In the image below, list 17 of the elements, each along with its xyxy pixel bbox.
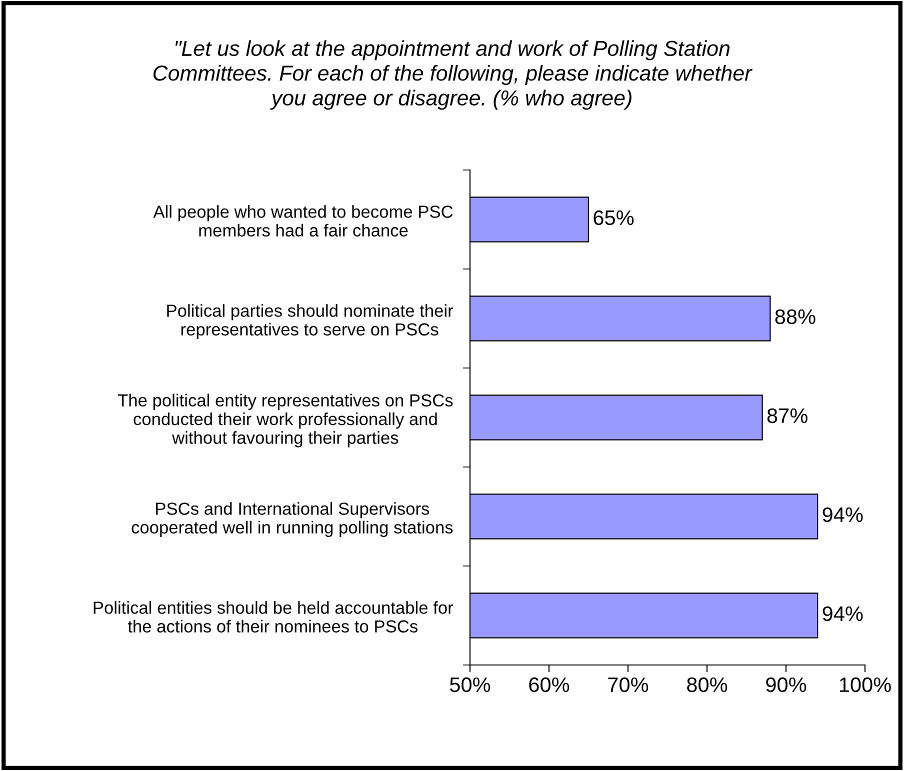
x-tick-label: 90% [766, 677, 806, 692]
y-tick-label: PSCs and International Supervisors cooperated well in running polling stations [132, 502, 453, 537]
y-tick-label: Political parties should nominate their representatives to serve on PSCs [167, 304, 454, 339]
y-tick-label: The political entity representatives on PSCs conducted their work professionally and without favouring their parties [118, 394, 453, 448]
x-tick-label: 60% [529, 677, 570, 692]
y-tick-label: All people who wanted to become PSC members had a fair chance [153, 205, 453, 237]
data-label: 94% [822, 507, 863, 522]
data-label: 87% [767, 408, 808, 424]
x-tick-label: 80% [687, 677, 728, 692]
x-tick-label: 70% [608, 677, 648, 692]
data-label: 65% [594, 210, 634, 226]
x-tick-label: 100% [840, 677, 891, 692]
x-tick-label: 50% [450, 677, 490, 692]
chart-title: "Let us look at the appointment and work of Polling Station Committees. For each of the following, please indicate whether you agree or disagree. (% who agree) [153, 40, 752, 110]
y-tick-label: Political entities should be held accountable for the actions of their nominees to PSCs [94, 601, 454, 633]
data-label: 94% [822, 606, 863, 622]
data-label: 88% [775, 309, 816, 324]
